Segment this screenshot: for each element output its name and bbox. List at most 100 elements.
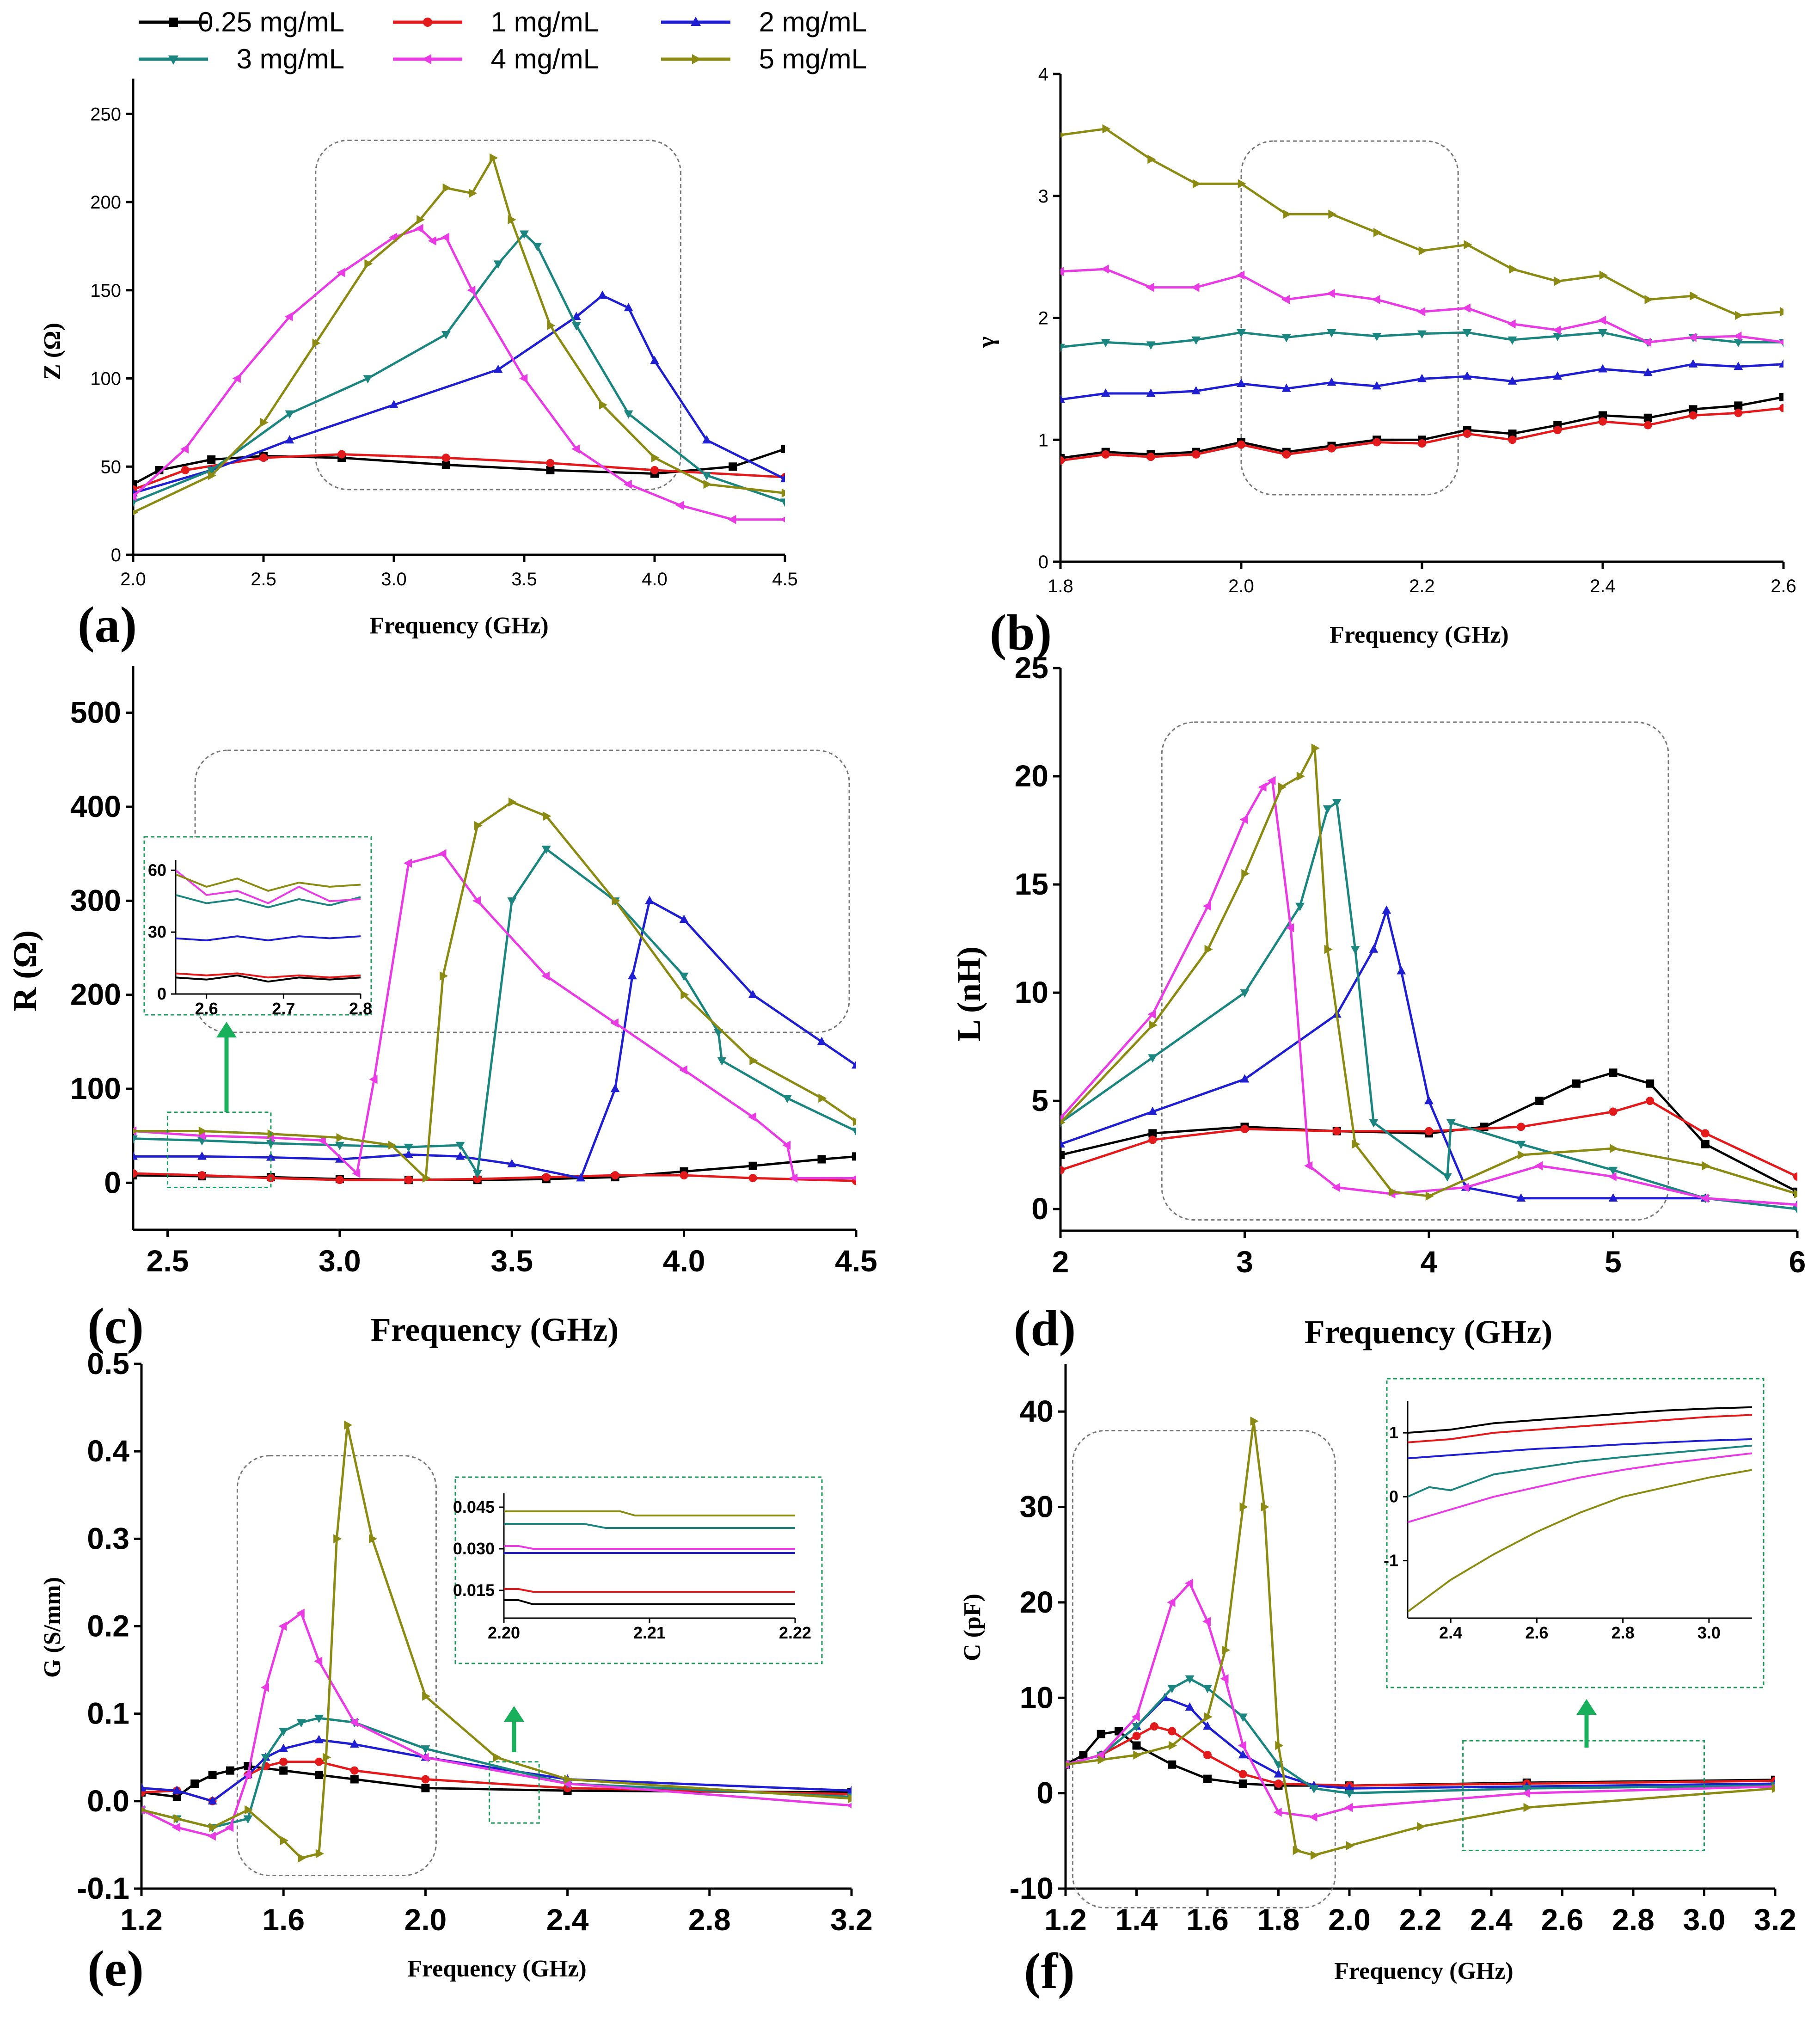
data-point xyxy=(1534,1161,1543,1171)
chart-panel-f: 1.2 1.4 1.6 1.8 2.0 2.2 2.4 2.6 2.8 3.0 3.2-100102… xyxy=(959,1364,1796,1999)
data-point xyxy=(1191,282,1200,292)
data-point xyxy=(547,321,556,330)
data-point xyxy=(1516,1193,1526,1202)
data-point xyxy=(1326,288,1335,298)
y-axis-title: C (pF) xyxy=(959,1594,986,1661)
data-point xyxy=(1608,1193,1618,1202)
data-point xyxy=(1646,1097,1655,1105)
data-point xyxy=(610,1084,620,1092)
data-point xyxy=(541,971,550,981)
data-point xyxy=(133,1151,138,1160)
data-point xyxy=(1240,1074,1250,1083)
data-point xyxy=(1425,1191,1434,1201)
series-line xyxy=(133,227,785,521)
data-point xyxy=(599,400,607,410)
y-tick-label: 4 xyxy=(1038,64,1048,85)
y-axis-title: L (nH) xyxy=(950,946,987,1042)
data-point xyxy=(172,1792,181,1801)
data-point xyxy=(1236,270,1245,280)
data-point xyxy=(728,515,736,524)
y-tick-label: 0.2 xyxy=(87,1609,129,1643)
series-line xyxy=(1408,1414,1752,1443)
y-tick-label: 10 xyxy=(1015,975,1048,1009)
data-point xyxy=(650,466,659,474)
data-point xyxy=(349,1739,359,1748)
data-point xyxy=(1535,1097,1544,1105)
data-point xyxy=(441,454,450,462)
data-point xyxy=(422,1173,431,1183)
data-point xyxy=(1150,1722,1158,1731)
data-point xyxy=(440,971,448,981)
data-point xyxy=(1097,1755,1106,1765)
data-point xyxy=(1146,282,1154,292)
data-point xyxy=(420,1753,429,1762)
panel-label: (e) xyxy=(87,1940,144,1997)
x-tick-label: 4.0 xyxy=(663,1244,705,1278)
data-point xyxy=(1373,438,1381,447)
data-point xyxy=(245,1805,253,1815)
data-point xyxy=(564,1774,573,1784)
y-tick-label: 15 xyxy=(1015,867,1048,901)
data-point xyxy=(1241,869,1250,878)
data-point xyxy=(1598,364,1607,373)
data-point xyxy=(1598,329,1607,337)
x-axis-title: Frequency (GHz) xyxy=(1305,1313,1553,1350)
x-tick-label: 2.4 xyxy=(546,1902,589,1937)
legend-item: 1 mg/mL xyxy=(393,6,599,37)
data-point xyxy=(848,1794,852,1804)
data-point xyxy=(1523,1803,1532,1812)
data-point xyxy=(533,243,542,252)
y-tick-label: 100 xyxy=(90,369,121,389)
data-point xyxy=(576,1173,586,1182)
data-point xyxy=(1324,945,1333,954)
series-line xyxy=(504,1545,795,1550)
data-point xyxy=(133,509,138,515)
data-point xyxy=(846,1803,852,1809)
x-axis-title: Frequency (GHz) xyxy=(369,613,549,639)
data-point xyxy=(1261,1502,1269,1512)
data-point xyxy=(1237,329,1246,337)
series-line xyxy=(1408,1444,1752,1498)
x-tick-label: 1.8 xyxy=(1048,576,1073,596)
data-point xyxy=(1060,132,1066,138)
zoom-arrow-head xyxy=(1576,1699,1597,1715)
data-point xyxy=(1507,319,1516,329)
data-point xyxy=(335,1141,344,1150)
y-axis-title: R (Ω) xyxy=(6,930,43,1012)
data-point xyxy=(1296,772,1305,781)
legend-label: 1 mg/mL xyxy=(491,6,599,37)
series-line xyxy=(1408,1452,1752,1523)
data-point xyxy=(1191,336,1201,345)
data-point xyxy=(421,1775,430,1784)
data-point xyxy=(1132,1741,1141,1750)
data-point xyxy=(469,189,477,198)
series-line xyxy=(176,974,361,983)
data-point xyxy=(1372,381,1382,390)
legend-marker xyxy=(422,54,431,64)
legend-marker xyxy=(169,18,178,27)
y-tick-label: 200 xyxy=(90,192,121,213)
data-point xyxy=(1460,1183,1469,1192)
series-line xyxy=(504,1588,795,1593)
data-point xyxy=(404,1149,413,1158)
data-point xyxy=(266,1152,276,1161)
data-point xyxy=(1132,1723,1141,1731)
data-point xyxy=(181,466,190,474)
data-point xyxy=(645,896,655,904)
data-point xyxy=(474,821,483,830)
y-tick-label: 100 xyxy=(70,1071,121,1105)
series-line xyxy=(176,972,361,979)
legend-item: 5 mg/mL xyxy=(661,43,867,74)
series-line xyxy=(504,1599,795,1605)
y-tick-label: 1 xyxy=(1389,1423,1398,1442)
data-point xyxy=(1274,1769,1283,1778)
data-point xyxy=(748,989,758,998)
data-point xyxy=(1389,1187,1397,1197)
data-point xyxy=(1507,336,1517,345)
x-tick-label: 2.0 xyxy=(404,1902,447,1937)
data-point xyxy=(1609,1068,1618,1077)
series-line xyxy=(1066,1677,1775,1795)
data-point xyxy=(1327,329,1336,337)
data-point xyxy=(1373,227,1382,237)
